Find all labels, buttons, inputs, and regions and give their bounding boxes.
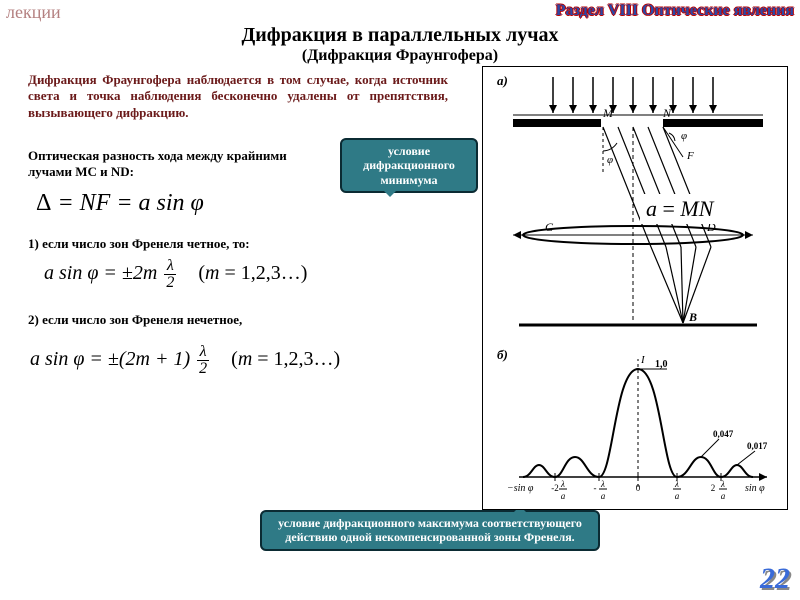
svg-text:N: N — [662, 106, 672, 120]
svg-text:a: a — [721, 491, 726, 501]
svg-text:I: I — [640, 354, 646, 366]
svg-text:φ: φ — [607, 154, 613, 166]
title-line-1: Дифракция в параллельных лучах — [0, 24, 800, 47]
svg-text:sin φ: sin φ — [745, 483, 765, 494]
eq1-paren: (m = 1,2,3…) — [198, 262, 307, 284]
svg-text:0,047: 0,047 — [713, 429, 734, 439]
svg-text:a: a — [601, 491, 606, 501]
equation-2: a sin φ = ±(2m + 1) λ 2 (m = 1,2,3…) — [30, 344, 340, 377]
svg-text:λ: λ — [674, 479, 679, 489]
eq2-pre: a sin φ = ±(2m + 1) — [30, 348, 190, 370]
equation-1: a sin φ = ±2m λ 2 (m = 1,2,3…) — [44, 258, 307, 291]
equation-delta: Δ = NF = a sin φ — [36, 190, 204, 217]
callout-maximum: условие дифракционного максимума соответ… — [260, 510, 600, 551]
header-right: Раздел VIII Оптические явления — [556, 2, 794, 20]
header-left: лекции — [6, 2, 61, 23]
equation-a-mn: a = MN — [640, 194, 719, 224]
title-line-2: (Дифракция Фраунгофера) — [0, 47, 800, 65]
page-title: Дифракция в параллельных лучах (Дифракци… — [0, 24, 800, 65]
svg-text:а): а) — [497, 73, 508, 88]
eq2-paren: (m = 1,2,3…) — [231, 348, 340, 370]
eq1-num: λ — [164, 258, 176, 275]
eq2-frac: λ 2 — [195, 344, 211, 377]
eq2-den: 2 — [197, 361, 209, 377]
eq2-num: λ — [197, 344, 209, 361]
intro-paragraph: Дифракция Фраунгофера наблюдается в том … — [28, 72, 448, 121]
eq1-den: 2 — [164, 275, 176, 291]
callout-minimum: условие дифракционного минимума — [340, 138, 478, 193]
svg-text:a: a — [675, 491, 680, 501]
svg-text:-2: -2 — [551, 483, 559, 493]
svg-text:-: - — [594, 483, 597, 493]
svg-text:B: B — [688, 310, 697, 324]
svg-text:0,017: 0,017 — [747, 441, 768, 451]
svg-text:1,0: 1,0 — [655, 359, 668, 370]
svg-text:M: M — [602, 106, 614, 120]
svg-text:λ: λ — [560, 479, 565, 489]
svg-text:λ: λ — [720, 479, 725, 489]
svg-text:−sin φ: −sin φ — [507, 483, 534, 494]
page-number: 22 — [760, 562, 790, 596]
svg-text:λ: λ — [600, 479, 605, 489]
svg-text:a: a — [561, 491, 566, 501]
svg-text:б): б) — [497, 347, 508, 362]
eq1-frac: λ 2 — [162, 258, 178, 291]
svg-text:φ: φ — [681, 130, 687, 142]
diagram-svg: а) M N — [483, 67, 789, 511]
svg-text:2: 2 — [711, 483, 716, 493]
optical-path-text: Оптическая разность хода между крайними … — [28, 148, 328, 181]
diffraction-diagram: а) M N — [482, 66, 788, 510]
eq1-pre: a sin φ = ±2m — [44, 262, 157, 284]
svg-text:C: C — [545, 220, 554, 234]
condition-2-text: 2) если число зон Френеля нечетное, — [28, 312, 242, 328]
condition-1-text: 1) если число зон Френеля четное, то: — [28, 236, 250, 252]
svg-text:0: 0 — [636, 483, 641, 493]
svg-text:F: F — [686, 150, 694, 162]
